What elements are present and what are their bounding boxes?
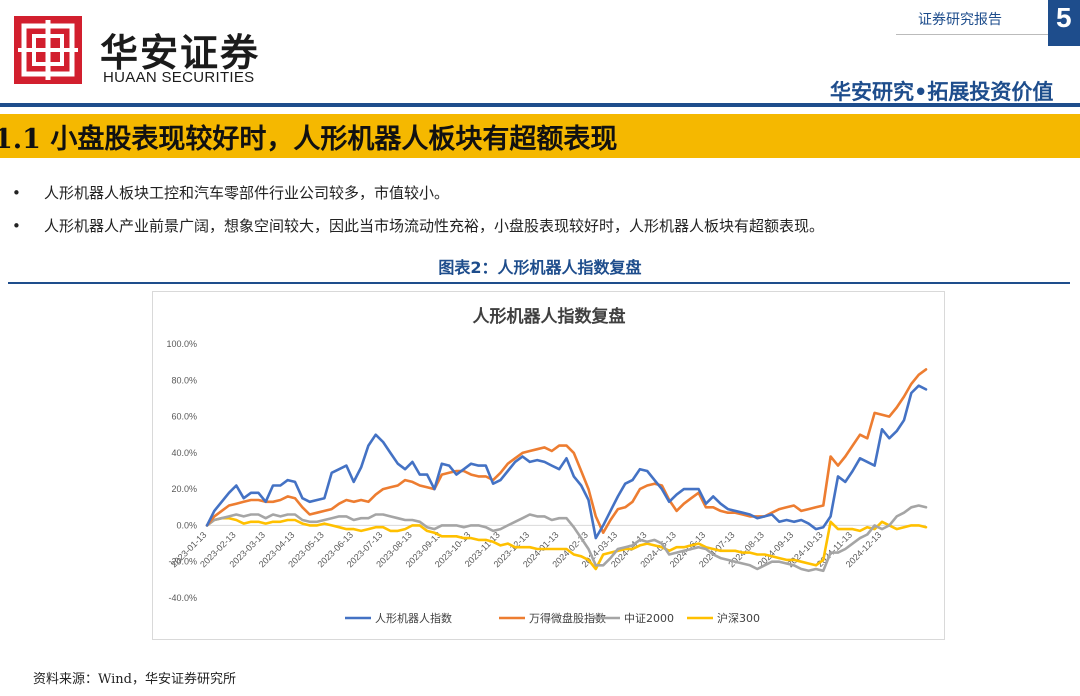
y-tick-label: 100.0% <box>166 339 197 349</box>
line-chart: 人形机器人指数复盘 -40.0% -20.0% 0.0% 20.0% 40.0% 60.0… <box>166 306 928 625</box>
chart-title: 人形机器人指数复盘 <box>473 306 626 327</box>
caption-rule <box>8 282 1070 284</box>
series-line <box>205 368 928 534</box>
brand-slogan: 华安研究•拓展投资价值 <box>830 80 1054 104</box>
legend-label: 沪深300 <box>717 611 760 625</box>
series-line <box>205 516 928 571</box>
y-tick-label: 0.0% <box>176 520 197 530</box>
header-rule <box>0 103 1080 107</box>
bullet-text-2: 人形机器人产业前景广阔，想象空间较大，因此当市场流动性充裕，小盘股表现较好时，人… <box>44 217 825 235</box>
series-line <box>205 384 928 540</box>
logo-english-name: HUAAN SECURITIES <box>103 69 255 86</box>
y-tick-label: 20.0% <box>171 484 197 494</box>
y-tick-label: 40.0% <box>171 448 197 458</box>
logo-chinese-name: 华安证券 <box>100 30 261 75</box>
series-line <box>205 504 928 573</box>
legend-label: 中证2000 <box>624 612 674 625</box>
bullet-dot: • <box>12 184 21 202</box>
legend-label: 人形机器人指数 <box>375 611 452 625</box>
section-title: 1.1 小盘股表现较好时，人形机器人板块有超额表现 <box>0 124 618 155</box>
legend-label: 万得微盘股指数 <box>529 611 606 625</box>
x-axis: 2023-01-132023-02-132023-03-132023-04-13… <box>169 524 926 569</box>
bullet-dot: • <box>12 217 21 235</box>
y-axis: -40.0% -20.0% 0.0% 20.0% 40.0% 60.0% 80.0% 100.… <box>166 339 197 603</box>
legend: 人形机器人指数 万得微盘股指数 中证2000 沪深300 <box>345 611 760 625</box>
section-title-bar <box>0 114 1080 158</box>
logo-mark-icon <box>18 20 78 80</box>
series-group <box>205 368 928 573</box>
y-tick-label: 80.0% <box>171 375 197 385</box>
y-tick-label: 60.0% <box>171 412 197 422</box>
report-type-label: 证券研究报告 <box>918 12 1002 28</box>
chart-frame: 人形机器人指数复盘 -40.0% -20.0% 0.0% 20.0% 40.0% 60.0… <box>152 291 945 640</box>
y-tick-label: -20.0% <box>168 557 197 567</box>
y-tick-label: -40.0% <box>168 593 197 603</box>
figure-caption: 图表2：人形机器人指数复盘 <box>438 258 642 277</box>
page-number: 5 <box>1048 0 1080 46</box>
company-logo <box>14 16 82 84</box>
header-divider <box>896 34 1048 35</box>
source-note: 资料来源：Wind，华安证券研究所 <box>33 672 236 687</box>
bullet-text-1: 人形机器人板块工控和汽车零部件行业公司较多，市值较小。 <box>44 184 450 202</box>
